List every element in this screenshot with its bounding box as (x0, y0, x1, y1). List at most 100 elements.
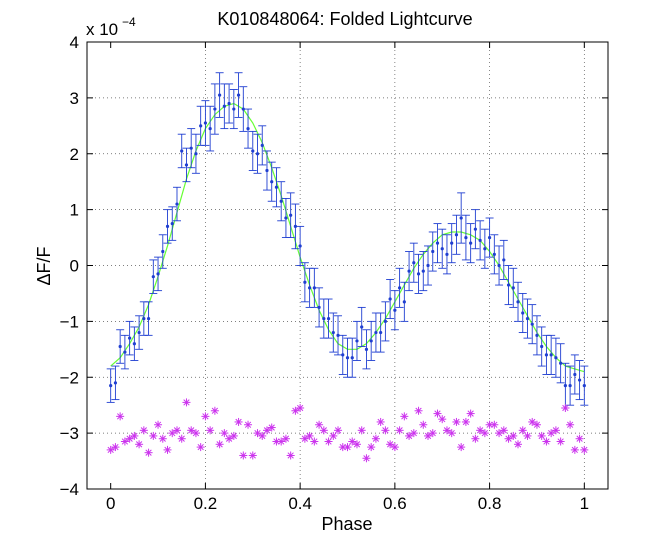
residual-point (424, 431, 433, 440)
plot-frame (86, 41, 609, 490)
residual-stroke (263, 427, 271, 434)
residual-stroke (211, 407, 219, 414)
residual-point (457, 443, 466, 452)
residual-point (551, 426, 560, 435)
residual-point (514, 440, 523, 449)
data-point (165, 224, 170, 228)
residual-point (547, 429, 556, 438)
data-point (317, 305, 321, 310)
residual-point (116, 412, 125, 421)
data-point (393, 308, 397, 312)
residual-point (225, 434, 234, 443)
residual-point (495, 429, 504, 438)
data-point (123, 350, 127, 354)
data-point (535, 333, 539, 337)
residual-point (305, 431, 314, 440)
data-point (208, 127, 212, 131)
residual-point (371, 434, 380, 443)
residual-stroke (519, 427, 526, 434)
residual-stroke (552, 427, 560, 434)
residual-point (414, 406, 423, 415)
residual-point (447, 429, 456, 438)
data-point (407, 269, 411, 273)
residual-point (452, 417, 461, 426)
residual-point (191, 429, 200, 438)
data-point (236, 93, 241, 97)
data-point (473, 227, 477, 231)
data-point (454, 233, 459, 237)
residual-stroke (439, 416, 446, 423)
residual-point (106, 445, 115, 454)
residual-stroke (206, 427, 214, 434)
residual-point (509, 431, 518, 440)
residual-point (438, 415, 447, 424)
residual-point (409, 429, 418, 438)
y-axis-label: ΔF/F (34, 246, 54, 285)
data-point (255, 152, 260, 156)
residual-stroke (524, 432, 531, 440)
data-point (426, 263, 430, 268)
data-point (289, 213, 293, 217)
data-point (203, 121, 208, 125)
data-point (483, 247, 487, 251)
residual-point (428, 429, 437, 438)
data-point (582, 384, 586, 388)
data-point (402, 300, 406, 304)
residual-stroke (424, 432, 432, 440)
x-tick-label: 0.4 (288, 494, 312, 513)
data-point (544, 353, 549, 357)
residual-stroke (216, 441, 223, 448)
data-point (521, 311, 525, 315)
data-point (189, 146, 193, 150)
data-point (577, 378, 582, 382)
residual-point (234, 417, 243, 426)
residual-stroke (562, 404, 569, 412)
residual-stroke (334, 427, 342, 434)
data-point (540, 344, 544, 349)
residual-point (139, 426, 148, 435)
residual-point (329, 431, 338, 440)
residual-stroke (462, 418, 470, 426)
data-point (270, 180, 274, 184)
y-tick-label: −4 (60, 480, 79, 499)
data-point (222, 104, 226, 108)
data-point (113, 381, 118, 385)
residual-point (262, 426, 271, 435)
residual-point (111, 443, 120, 452)
residual-point (244, 420, 253, 429)
data-point (345, 356, 350, 360)
residual-stroke (112, 443, 119, 451)
data-point (525, 316, 530, 321)
y-tick-label: −3 (60, 424, 79, 443)
residual-stroke (368, 443, 375, 451)
residual-stroke (538, 432, 545, 440)
data-point (559, 361, 563, 365)
residual-point (277, 437, 286, 446)
residual-point (206, 426, 215, 435)
data-point (350, 356, 354, 360)
y-multiplier-exponent: −4 (122, 15, 136, 29)
data-point (194, 152, 198, 156)
data-point (383, 319, 387, 323)
residual-point (476, 426, 485, 435)
residual-stroke (135, 441, 143, 448)
data-point (445, 252, 449, 256)
residual-stroke (420, 421, 427, 428)
data-point (156, 272, 160, 276)
residual-point (296, 403, 305, 412)
residual-stroke (287, 452, 294, 459)
residual-point (400, 412, 409, 421)
data-point (199, 124, 203, 128)
data-point (431, 249, 435, 254)
residual-stroke (192, 429, 200, 437)
data-point (440, 247, 444, 251)
data-point (213, 107, 217, 111)
residual-point (220, 429, 229, 438)
data-point (170, 221, 174, 226)
residual-point (537, 431, 546, 440)
data-point (388, 297, 392, 301)
residual-stroke (140, 427, 147, 434)
data-point (142, 316, 146, 321)
residual-point (315, 420, 324, 429)
